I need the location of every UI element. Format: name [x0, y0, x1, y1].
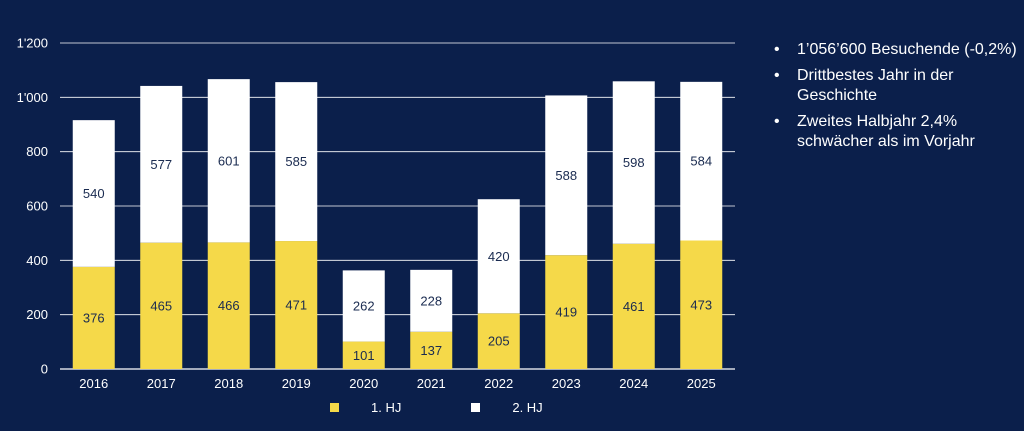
bar-segment-first-half: [342, 341, 385, 369]
data-label: 137: [420, 343, 442, 358]
data-label: 598: [623, 155, 645, 170]
bar-segment-first-half: [545, 255, 588, 369]
data-label: 577: [150, 157, 172, 172]
y-tick-label: 400: [26, 253, 48, 268]
chart-legend: 1. HJ 2. HJ: [330, 400, 543, 415]
x-tick-label: 2018: [214, 376, 243, 391]
legend-swatch-second-half: [471, 403, 481, 412]
x-tick-label: 2022: [484, 376, 513, 391]
y-tick-label: 600: [26, 199, 48, 214]
data-label: 584: [690, 154, 712, 169]
bullet-dot: •: [774, 67, 780, 84]
y-tick-label: 1'000: [17, 90, 48, 105]
data-label: 461: [623, 299, 645, 314]
bar-segment-second-half: [342, 270, 385, 342]
bar-segment-second-half: [680, 81, 723, 241]
bar-segment-second-half: [477, 199, 520, 314]
bar-segment-second-half: [410, 269, 453, 332]
y-tick-label: 800: [26, 144, 48, 159]
data-label: 465: [150, 298, 172, 313]
legend-label-second-half: 2. HJ: [512, 400, 543, 415]
bar-segment-second-half: [207, 79, 250, 243]
bullet-item: • Drittbestes Jahr in der Geschichte: [772, 66, 1022, 106]
legend-swatch-first-half: [330, 403, 339, 412]
data-label: 473: [690, 297, 712, 312]
x-tick-label: 2017: [147, 376, 176, 391]
data-label: 262: [353, 298, 375, 313]
x-tick-label: 2025: [687, 376, 716, 391]
y-tick-label: 0: [41, 362, 48, 377]
bar-segment-second-half: [72, 120, 115, 267]
bullet-item: • 1’056’600 Besuchende (-0,2%): [772, 40, 1022, 60]
legend-item-second-half: 2. HJ: [471, 400, 543, 415]
x-tick-label: 2016: [79, 376, 108, 391]
bar-segment-first-half: [680, 240, 723, 369]
bar-segment-first-half: [275, 241, 318, 369]
bar-segment-second-half: [275, 82, 318, 242]
summary-bullets: • 1’056’600 Besuchende (-0,2%) • Drittbest…: [772, 40, 1022, 158]
data-label: 601: [218, 153, 240, 168]
data-label: 540: [83, 186, 105, 201]
data-label: 101: [353, 348, 375, 363]
bar-segment-first-half: [140, 242, 183, 369]
x-tick-label: 2019: [282, 376, 311, 391]
bar-segment-first-half: [612, 243, 655, 369]
x-tick-label: 2020: [349, 376, 378, 391]
bar-segment-first-half: [477, 313, 520, 369]
data-label: 419: [555, 305, 577, 320]
bar-segment-second-half: [140, 85, 183, 243]
data-label: 466: [218, 298, 240, 313]
bullet-text: 1’056’600 Besuchende (-0,2%): [797, 41, 1017, 58]
data-label: 205: [488, 334, 510, 349]
x-tick-label: 2024: [619, 376, 648, 391]
bar-segment-first-half: [410, 331, 453, 369]
bar-segment-second-half: [612, 81, 655, 244]
bullet-text: Zweites Halbjahr 2,4% schwächer als im V…: [797, 113, 975, 150]
data-label: 228: [420, 293, 442, 308]
data-label: 376: [83, 310, 105, 325]
bullet-dot: •: [774, 113, 780, 130]
legend-label-first-half: 1. HJ: [371, 400, 402, 415]
bar-segment-second-half: [545, 95, 588, 256]
y-tick-label: 200: [26, 307, 48, 322]
bullet-text: Drittbestes Jahr in der Geschichte: [797, 67, 954, 104]
bullet-item: • Zweites Halbjahr 2,4% schwächer als im …: [772, 112, 1022, 152]
x-tick-label: 2021: [417, 376, 446, 391]
bar-segment-first-half: [207, 242, 250, 369]
data-label: 585: [285, 154, 307, 169]
y-tick-label: 1'200: [17, 36, 48, 51]
bullet-dot: •: [774, 41, 780, 58]
x-tick-label: 2023: [552, 376, 581, 391]
data-label: 420: [488, 249, 510, 264]
data-label: 588: [555, 168, 577, 183]
data-label: 471: [285, 298, 307, 313]
bar-segment-first-half: [72, 266, 115, 369]
legend-item-first-half: 1. HJ: [330, 400, 401, 415]
